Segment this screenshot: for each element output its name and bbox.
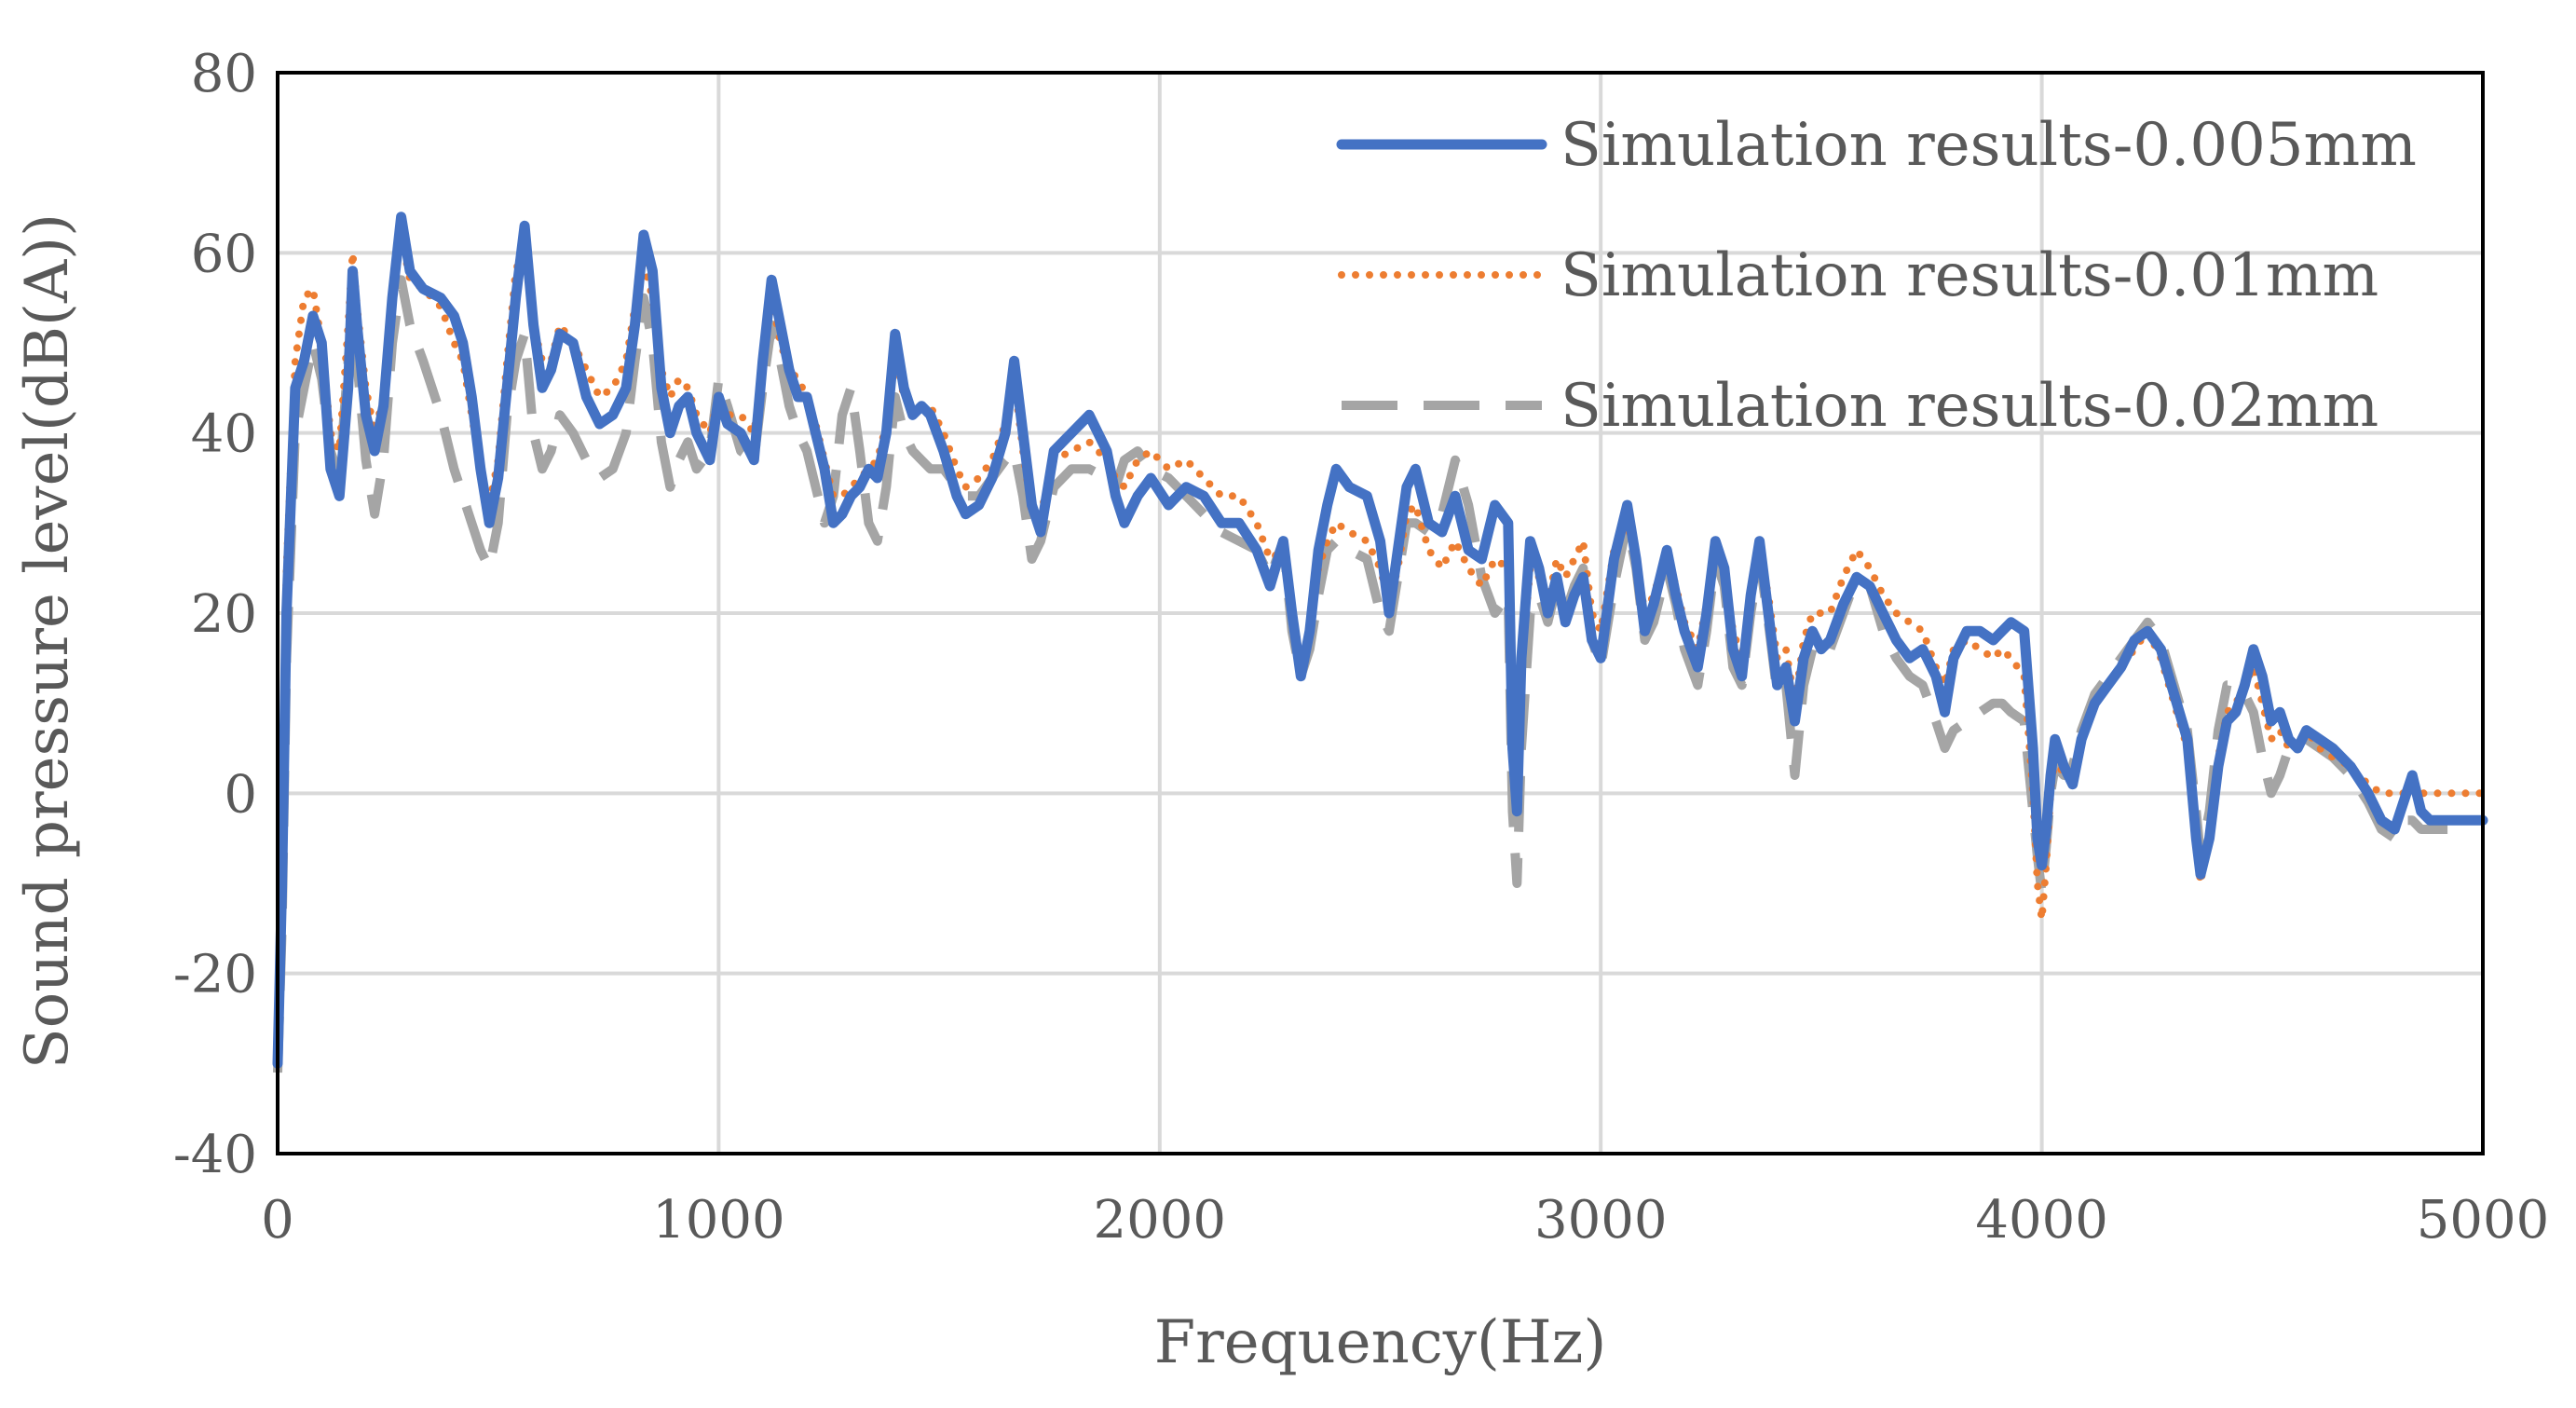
series-line-solid [272, 212, 2488, 1069]
x-axis-title: Frequency(Hz) [1154, 1308, 1607, 1377]
series-lines [272, 212, 2488, 1073]
legend-label: Simulation results-0.01mm [1561, 241, 2378, 310]
legend: Simulation results-0.005mm Simulation res… [1336, 111, 2417, 441]
x-tick-label: 2000 [1094, 1190, 1227, 1251]
y-tick-label: -20 [173, 945, 257, 1005]
x-tick-label: 3000 [1534, 1190, 1668, 1251]
y-tick-label: 20 [191, 584, 257, 645]
y-tick-label: -40 [173, 1125, 257, 1185]
plot-area-frame [276, 71, 2485, 1155]
legend-label: Simulation results-0.005mm [1561, 111, 2417, 180]
gridlines [278, 73, 2483, 1154]
y-tick-label: 0 [224, 764, 257, 825]
y-tick-label: 80 [191, 44, 257, 104]
y-axis-title: Sound pressure level(dB(A)) [13, 213, 82, 1069]
y-tick-label: 40 [191, 404, 257, 465]
tick-labels: 0 1000 2000 3000 4000 5000 -40 -20 0 20 40 60 80 [173, 44, 2549, 1251]
x-tick-label: 1000 [652, 1190, 785, 1251]
x-tick-label: 0 [261, 1190, 294, 1251]
x-tick-label: 4000 [1975, 1190, 2108, 1251]
legend-label: Simulation results-0.02mm [1561, 372, 2378, 441]
x-tick-label: 5000 [2417, 1190, 2550, 1251]
y-tick-label: 60 [191, 224, 257, 284]
